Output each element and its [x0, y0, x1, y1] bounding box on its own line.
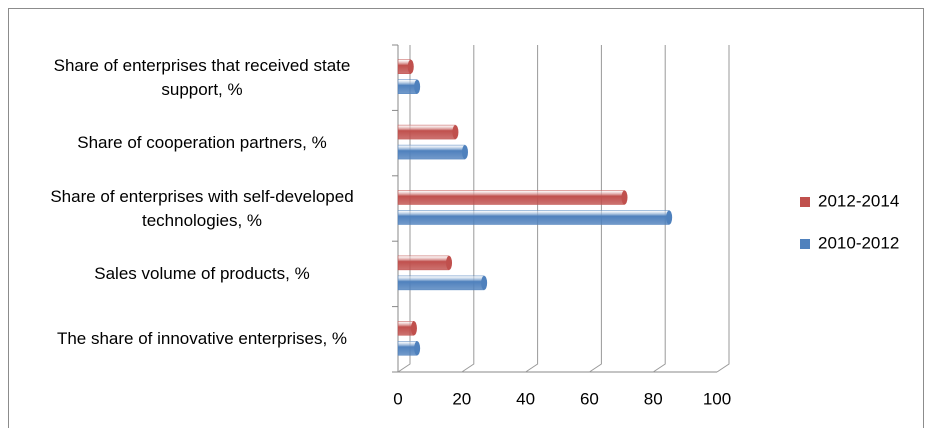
legend-swatch: [800, 197, 810, 207]
grid-line: [716, 45, 730, 373]
bar-cap: [446, 255, 453, 270]
bar: [397, 255, 450, 271]
bar-cap: [621, 190, 628, 205]
bar: [397, 124, 456, 140]
bar-cap: [461, 145, 468, 160]
y-tick-label: Sales volume of products, %: [94, 263, 310, 283]
y-tick-label: Share of enterprises that received state…: [53, 55, 351, 99]
bar-cap: [452, 125, 459, 140]
bar: [397, 190, 625, 205]
y-tick-label: Share of cooperation partners, %: [77, 133, 327, 153]
grid-line: [589, 45, 602, 373]
x-tick-label: 80: [644, 389, 663, 408]
chart-frame: [8, 8, 924, 428]
grid-line: [525, 45, 539, 373]
bar: [397, 275, 485, 291]
x-tick-label: 40: [516, 389, 535, 408]
legend-label: 2012-2014: [818, 191, 899, 210]
bar-cap: [414, 79, 421, 94]
x-tick-label: 20: [452, 389, 471, 408]
legend-label: 2010-2012: [818, 233, 899, 252]
y-tick-label: The share of innovative enterprises, %: [56, 329, 348, 349]
bar: [397, 210, 670, 225]
bar-cap: [414, 341, 421, 356]
bar-cap: [407, 59, 414, 74]
y-tick-label: Share of enterprises with self-developed…: [50, 186, 354, 230]
x-tick-label: 0: [393, 389, 402, 408]
legend-swatch: [800, 239, 810, 249]
bar-cap: [481, 275, 488, 290]
bar-cap: [410, 321, 417, 336]
grid-line: [461, 45, 475, 373]
x-tick-label: 60: [580, 389, 599, 408]
grid-line: [652, 45, 666, 373]
bar: [397, 144, 466, 160]
bar-cap: [666, 210, 673, 225]
x-tick-label: 100: [703, 389, 731, 408]
